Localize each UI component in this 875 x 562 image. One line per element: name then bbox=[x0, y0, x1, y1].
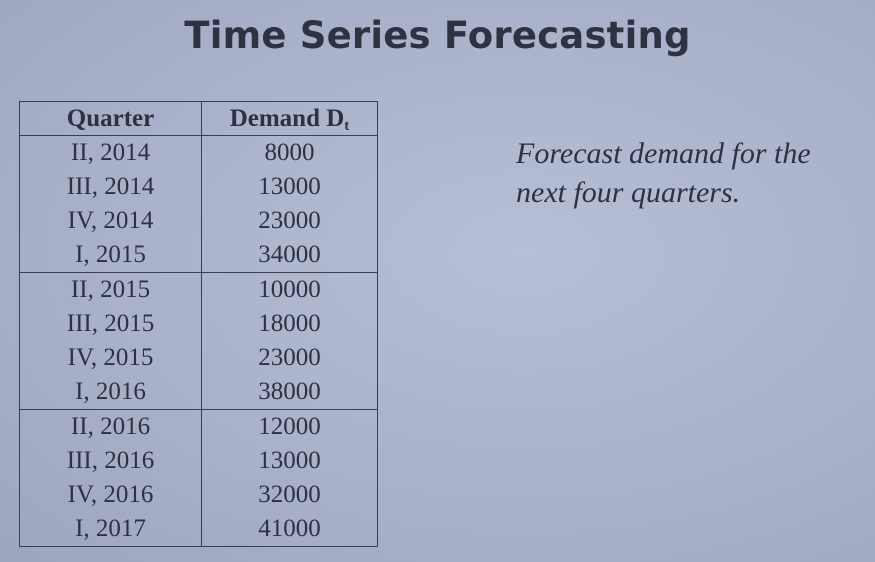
cell-quarter: III, 2015 bbox=[19, 307, 202, 341]
cell-quarter: IV, 2014 bbox=[19, 204, 202, 238]
table-row: IV, 2014 23000 bbox=[19, 204, 378, 238]
table-header-row: Quarter Demand Dt bbox=[19, 101, 378, 136]
table-row: III, 2015 18000 bbox=[19, 307, 378, 341]
cell-quarter: I, 2015 bbox=[19, 238, 202, 273]
cell-demand: 12000 bbox=[201, 409, 378, 444]
cell-quarter: III, 2016 bbox=[19, 444, 202, 478]
cell-demand: 8000 bbox=[201, 135, 378, 170]
demand-table: Quarter Demand Dt II, 2014 8000 III, 2014… bbox=[19, 101, 378, 547]
table-row: I, 2017 41000 bbox=[19, 512, 378, 547]
table-row: II, 2015 10000 bbox=[19, 272, 378, 307]
prompt-line-1: Forecast demand for the bbox=[516, 137, 811, 170]
cell-quarter: I, 2017 bbox=[19, 512, 202, 547]
header-demand: Demand Dt bbox=[201, 101, 378, 136]
slide-title: Time Series Forecasting bbox=[184, 14, 691, 57]
table-row: I, 2016 38000 bbox=[19, 375, 378, 410]
table-row: II, 2016 12000 bbox=[19, 409, 378, 444]
table-row: IV, 2016 32000 bbox=[19, 478, 378, 512]
cell-demand: 41000 bbox=[201, 512, 378, 547]
forecast-prompt: Forecast demand for the next four quarter… bbox=[516, 134, 871, 212]
cell-quarter: II, 2015 bbox=[19, 272, 202, 307]
cell-quarter: IV, 2015 bbox=[19, 341, 202, 375]
cell-demand: 18000 bbox=[201, 307, 378, 341]
cell-demand: 13000 bbox=[201, 444, 378, 478]
cell-quarter: I, 2016 bbox=[19, 375, 202, 410]
cell-demand: 23000 bbox=[201, 341, 378, 375]
cell-demand: 38000 bbox=[201, 375, 378, 410]
header-demand-label: Demand D bbox=[229, 105, 345, 132]
cell-demand: 10000 bbox=[201, 272, 378, 307]
cell-demand: 34000 bbox=[201, 238, 378, 273]
table-row: III, 2014 13000 bbox=[19, 170, 378, 204]
cell-demand: 23000 bbox=[201, 204, 378, 238]
prompt-line-2: next four quarters. bbox=[516, 176, 741, 209]
cell-quarter: II, 2014 bbox=[19, 135, 202, 170]
table-row: I, 2015 34000 bbox=[19, 238, 378, 273]
cell-demand: 13000 bbox=[201, 170, 378, 204]
table-row: IV, 2015 23000 bbox=[19, 341, 378, 375]
cell-quarter: II, 2016 bbox=[19, 409, 202, 444]
table-row: III, 2016 13000 bbox=[19, 444, 378, 478]
header-quarter: Quarter bbox=[19, 101, 202, 136]
cell-quarter: III, 2014 bbox=[19, 170, 202, 204]
cell-demand: 32000 bbox=[201, 478, 378, 512]
header-demand-subscript: t bbox=[344, 118, 350, 134]
table-row: II, 2014 8000 bbox=[19, 135, 378, 170]
cell-quarter: IV, 2016 bbox=[19, 478, 202, 512]
